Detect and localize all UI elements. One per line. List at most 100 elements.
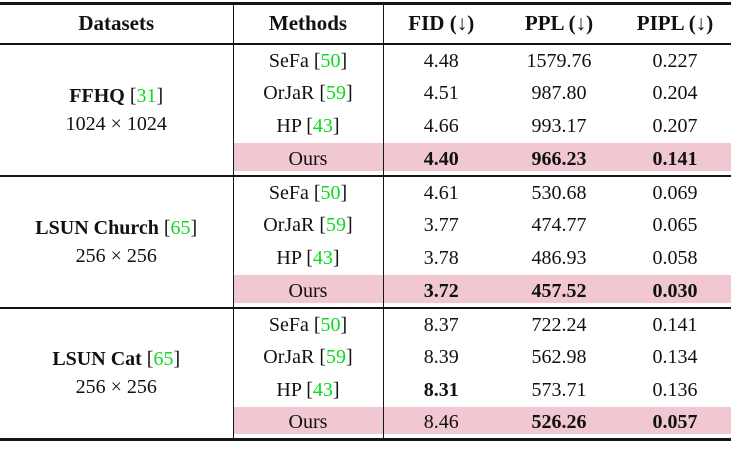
pipl-value: 0.136 <box>652 379 698 401</box>
citation-number: 31 <box>136 84 157 107</box>
dataset-title: LSUN Church [65] <box>0 214 233 242</box>
citation-bracket-open: [ <box>313 313 321 336</box>
fid-value: 4.51 <box>423 82 459 104</box>
ppl-value: 474.77 <box>531 214 587 236</box>
citation-number: 43 <box>312 247 333 269</box>
header-datasets: Datasets <box>0 3 234 44</box>
fid-value: 3.72 <box>383 274 499 308</box>
pipl-value: 0.030 <box>619 274 731 308</box>
header-ppl: PPL (↓) <box>524 11 594 36</box>
dataset-resolution: 256 × 256 <box>75 376 157 399</box>
table-row: LSUN Cat [65] 256 × 256 SeFa [50] 8.37 7… <box>0 307 731 440</box>
pipl-value: 0.065 <box>652 214 698 236</box>
citation-number: 59 <box>326 346 347 368</box>
ppl-value: 486.93 <box>531 247 587 269</box>
citation-bracket-open: [ <box>319 346 327 368</box>
method-name: HP <box>276 247 302 269</box>
method-name: Ours <box>288 147 328 170</box>
ppl-value: 722.24 <box>531 313 587 336</box>
ppl-value: 993.17 <box>531 115 587 137</box>
fid-value: 4.66 <box>423 115 459 137</box>
ppl-value: 530.68 <box>531 181 587 204</box>
citation-number: 59 <box>326 214 347 236</box>
fid-value: 8.37 <box>423 313 459 336</box>
table-row: OrJaR [59] 8.39 562.98 0.134 <box>0 340 731 374</box>
header-fid: FID (↓) <box>408 11 475 36</box>
dataset-block-lsun-cat: LSUN Cat [65] 256 × 256 SeFa [50] 8.37 7… <box>0 307 731 440</box>
method-cell: HP [43] <box>233 373 384 407</box>
table-row: HP [43] 3.78 486.93 0.058 <box>0 241 731 275</box>
method-cell: Ours <box>233 274 384 308</box>
ppl-value: 526.26 <box>499 406 619 440</box>
fid-value: 8.46 <box>383 406 499 440</box>
method-cell: Ours <box>233 142 384 176</box>
citation-bracket-open: [ <box>129 84 137 107</box>
fid-value: 8.31 <box>423 379 459 401</box>
fid-value: 4.48 <box>423 49 459 72</box>
citation-number: 65 <box>153 348 174 371</box>
citation-bracket-close: ] <box>332 115 340 137</box>
table-row: HP [43] 4.66 993.17 0.207 <box>0 109 731 143</box>
method-cell: OrJaR [59] <box>233 76 384 110</box>
dataset-cell: LSUN Church [65] 256 × 256 <box>0 175 234 308</box>
header-row: Datasets Methods FID (↓) PPL (↓) PIPL (↓… <box>0 3 731 44</box>
pipl-value: 0.204 <box>652 82 698 104</box>
citation-bracket-open: [ <box>306 379 313 401</box>
citation-bracket-open: [ <box>163 216 171 239</box>
citation-bracket-close: ] <box>346 346 353 368</box>
dataset-cell: LSUN Cat [65] 256 × 256 <box>0 307 234 440</box>
dataset-block-lsun-church: LSUN Church [65] 256 × 256 SeFa [50] 4.6… <box>0 175 731 308</box>
method-cell: OrJaR [59] <box>233 208 384 242</box>
pipl-value: 0.207 <box>652 115 698 137</box>
ppl-value: 457.52 <box>499 274 619 308</box>
ppl-value: 1579.76 <box>526 49 592 72</box>
citation-number: 43 <box>312 115 333 137</box>
table-row: LSUN Church [65] 256 × 256 SeFa [50] 4.6… <box>0 175 731 308</box>
dataset-title: LSUN Cat [65] <box>0 345 233 373</box>
table-row: HP [43] 8.31 573.71 0.136 <box>0 373 731 407</box>
citation-bracket-close: ] <box>346 82 353 104</box>
ppl-value: 562.98 <box>531 346 587 368</box>
citation-bracket-close: ] <box>156 84 164 107</box>
citation-bracket-open: [ <box>306 247 313 269</box>
citation-bracket-close: ] <box>340 181 348 204</box>
citation-number: 59 <box>326 82 347 104</box>
dataset-title: FFHQ [31] <box>0 82 233 110</box>
citation-number: 50 <box>320 49 341 72</box>
citation-number: 65 <box>170 216 191 239</box>
citation-bracket-close: ] <box>332 379 340 401</box>
citation-number: 50 <box>320 313 341 336</box>
method-cell: SeFa [50] <box>233 175 384 209</box>
method-name: HP <box>276 115 302 137</box>
pipl-value: 0.069 <box>652 181 698 204</box>
table-row-ours: Ours 8.46 526.26 0.057 <box>0 406 731 440</box>
method-cell: HP [43] <box>233 241 384 275</box>
method-name: Ours <box>288 411 328 434</box>
method-name: SeFa <box>268 181 309 204</box>
method-name: Ours <box>288 279 328 302</box>
citation-bracket-open: [ <box>319 214 327 236</box>
method-name: OrJaR <box>263 346 315 368</box>
pipl-value: 0.141 <box>652 313 698 336</box>
table-row-ours: Ours 3.72 457.52 0.030 <box>0 274 731 308</box>
citation-bracket-open: [ <box>319 82 327 104</box>
citation-bracket-open: [ <box>313 49 321 72</box>
citation-bracket-open: [ <box>306 115 313 137</box>
dataset-name: LSUN Cat <box>52 348 142 371</box>
method-cell: SeFa [50] <box>233 307 384 341</box>
citation-bracket-close: ] <box>173 348 181 371</box>
pipl-value: 0.058 <box>652 247 698 269</box>
dataset-resolution: 1024 × 1024 <box>65 112 167 135</box>
citation-bracket-close: ] <box>190 216 198 239</box>
fid-value: 4.40 <box>383 142 499 176</box>
dataset-name: FFHQ <box>69 84 125 107</box>
pipl-value: 0.227 <box>652 49 698 72</box>
table-row-ours: Ours 4.40 966.23 0.141 <box>0 142 731 176</box>
table-header: Datasets Methods FID (↓) PPL (↓) PIPL (↓… <box>0 3 731 44</box>
ppl-value: 966.23 <box>499 142 619 176</box>
citation-bracket-open: [ <box>313 181 321 204</box>
results-table: Datasets Methods FID (↓) PPL (↓) PIPL (↓… <box>0 2 731 441</box>
citation-bracket-open: [ <box>146 348 154 371</box>
pipl-value: 0.057 <box>619 406 731 440</box>
dataset-resolution: 256 × 256 <box>75 244 157 267</box>
